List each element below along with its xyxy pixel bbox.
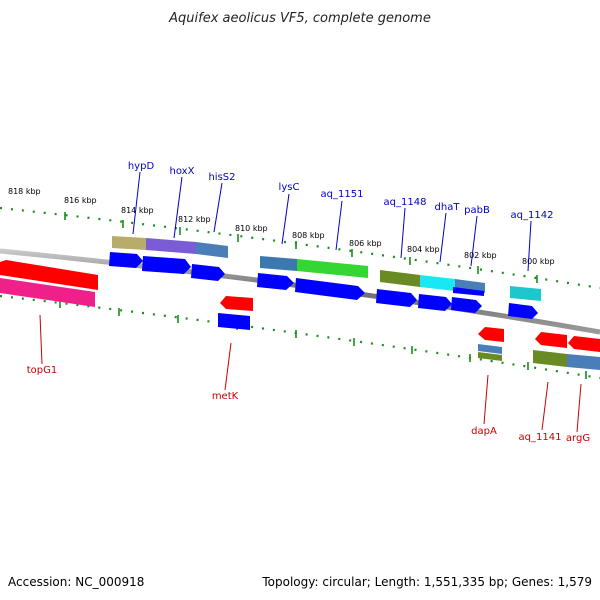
scale-label: 810 kbp — [235, 224, 268, 233]
reverse-gene-labels: topG1 metK dapA aq_1141 argG — [27, 365, 590, 444]
gene-label-pabB: pabB — [464, 205, 490, 216]
accession-text: Accession: NC_000918 — [8, 575, 144, 589]
gene-label-aq_1148: aq_1148 — [384, 197, 427, 208]
scale-label: 808 kbp — [292, 231, 325, 240]
gene-label-metK: metK — [212, 391, 239, 402]
topology-text: Topology: circular; Length: 1,551,335 bp… — [261, 575, 592, 589]
gene-label-aq_1142: aq_1142 — [511, 210, 554, 221]
forward-leader-lines — [132, 171, 532, 272]
scale-label: 802 kbp — [464, 251, 497, 260]
gene-label-hypD: hypD — [128, 161, 155, 172]
scale-label: 818 kbp — [8, 187, 41, 196]
gene-label-lysC: lysC — [279, 182, 300, 193]
reverse-leader-lines — [39, 314, 582, 433]
scale-labels: 818 kbp 816 kbp 814 kbp 812 kbp 810 kbp … — [8, 187, 555, 266]
gene-label-hoxX: hoxX — [170, 166, 195, 177]
map-title: Aquifex aeolicus VF5, complete genome — [168, 11, 431, 26]
gene-label-aq_1151: aq_1151 — [321, 189, 364, 200]
reverse-feature-row — [0, 260, 600, 370]
forward-feature-row — [112, 236, 541, 301]
scale-label: 800 kbp — [522, 257, 555, 266]
scale-label: 814 kbp — [121, 206, 154, 215]
scale-label: 816 kbp — [64, 196, 97, 205]
gene-label-dapA: dapA — [471, 426, 497, 437]
gene-label-argG: argG — [566, 433, 590, 444]
forward-cds-row — [109, 252, 538, 319]
scale-label: 804 kbp — [407, 245, 440, 254]
gene-label-topG1: topG1 — [27, 365, 58, 376]
gene-label-hisS2: hisS2 — [208, 172, 235, 183]
scale-label: 812 kbp — [178, 215, 211, 224]
gene-label-aq_1141: aq_1141 — [519, 432, 562, 443]
forward-gene-labels: hypD hoxX hisS2 lysC aq_1151 aq_1148 dha… — [128, 161, 554, 221]
gene-label-dhaT: dhaT — [435, 202, 461, 213]
scale-label: 806 kbp — [349, 239, 382, 248]
